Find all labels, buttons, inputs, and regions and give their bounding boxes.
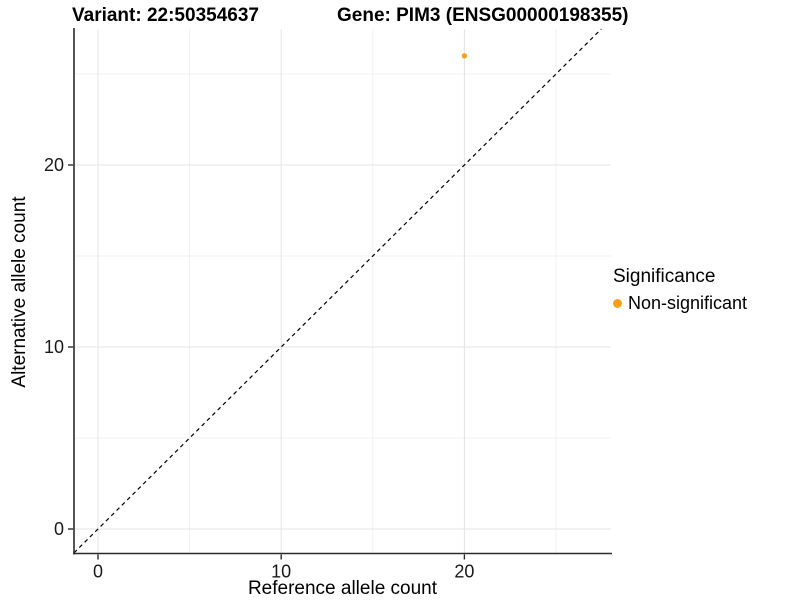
plot-title-gene: Gene: PIM3 (ENSG00000198355) [337, 5, 629, 26]
x-axis-tick-label: 20 [454, 562, 474, 582]
y-axis-tick-label: 0 [54, 519, 64, 539]
y-axis-tick-label: 10 [44, 337, 64, 357]
legend-entry-label: Non-significant [628, 293, 748, 313]
x-axis-tick-label: 10 [271, 562, 291, 582]
legend-title: Significance [613, 266, 716, 287]
x-axis-tick-label: 0 [93, 562, 103, 582]
legend: Significance Non-significant [613, 266, 747, 314]
y-axis-title: Alternative allele count [9, 196, 30, 388]
y-axis-tick-label: 20 [44, 155, 64, 175]
legend-point-icon [613, 299, 622, 308]
x-axis-title: Reference allele count [247, 578, 438, 599]
data-point [461, 53, 468, 59]
plot-panel [74, 29, 611, 554]
identity-line [73, 28, 602, 554]
legend-entry: Non-significant [613, 293, 747, 314]
plot-title-variant: Variant: 22:50354637 [72, 5, 259, 26]
